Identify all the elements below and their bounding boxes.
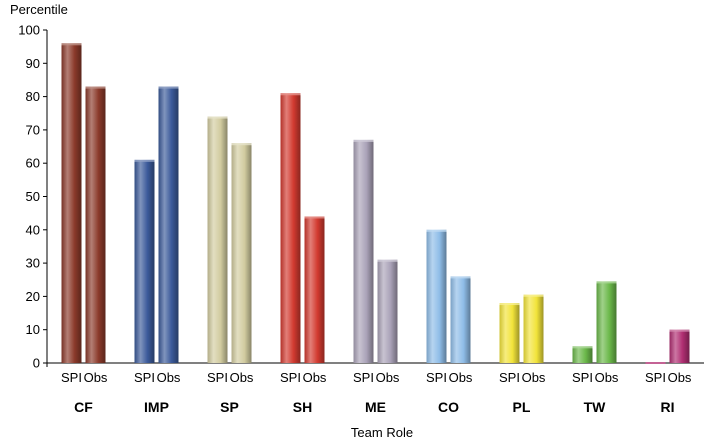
bar-tw-obs-top — [596, 281, 617, 284]
category-label-sh: SH — [293, 399, 312, 415]
bar-co-spi-top — [426, 229, 447, 232]
y-tick-label: 100 — [18, 23, 40, 38]
x-axis-title: Team Role — [351, 425, 413, 440]
bar-ri-obs — [669, 329, 690, 363]
sub-category-label: Obs — [595, 370, 619, 385]
bar-sh-spi — [280, 93, 301, 364]
bar-co-spi — [426, 229, 447, 363]
sub-category-label: Obs — [668, 370, 692, 385]
bar-sp-spi-top — [207, 116, 228, 119]
y-tick-label: 40 — [26, 222, 40, 237]
bar-co-obs-top — [450, 276, 471, 279]
category-label-me: ME — [365, 399, 386, 415]
bar-pl-spi-top — [499, 303, 520, 306]
sub-category-label: Obs — [157, 370, 181, 385]
bar-sp-spi — [207, 116, 228, 363]
category-label-imp: IMP — [144, 399, 169, 415]
y-tick-label: 90 — [26, 56, 40, 71]
category-label-ri: RI — [661, 399, 675, 415]
bars-group — [61, 43, 690, 364]
bar-imp-spi — [134, 159, 155, 363]
bar-sh-obs-top — [304, 216, 325, 219]
bar-pl-spi — [499, 303, 520, 363]
bar-sp-obs-top — [231, 143, 252, 146]
bar-cf-obs-top — [85, 86, 106, 89]
bar-tw-obs — [596, 281, 617, 363]
sub-category-label: SPI — [280, 370, 301, 385]
bar-pl-obs-top — [523, 294, 544, 297]
sub-category-label: SPI — [134, 370, 155, 385]
category-label-cf: CF — [74, 399, 93, 415]
bar-pl-obs — [523, 294, 544, 363]
sub-category-label: SPI — [61, 370, 82, 385]
y-tick-label: 50 — [26, 189, 40, 204]
sub-category-label: SPI — [207, 370, 228, 385]
bar-me-obs — [377, 259, 398, 363]
bar-imp-obs-top — [158, 86, 179, 89]
y-tick-label: 10 — [26, 322, 40, 337]
category-label-tw: TW — [584, 399, 607, 415]
sub-category-label: SPI — [645, 370, 666, 385]
bar-tw-spi-top — [572, 346, 593, 349]
y-tick-label: 60 — [26, 156, 40, 171]
bar-sh-spi-top — [280, 93, 301, 96]
sub-category-label: Obs — [84, 370, 108, 385]
bar-me-spi-top — [353, 139, 374, 142]
y-tick-label: 20 — [26, 289, 40, 304]
category-label-co: CO — [438, 399, 459, 415]
bar-sh-obs — [304, 216, 325, 363]
bar-me-spi — [353, 139, 374, 363]
sub-category-label: SPI — [499, 370, 520, 385]
bar-imp-spi-top — [134, 159, 155, 162]
bar-sp-obs — [231, 143, 252, 363]
sub-category-label: Obs — [449, 370, 473, 385]
sub-category-label: Obs — [376, 370, 400, 385]
sub-category-label: SPI — [426, 370, 447, 385]
bar-tw-spi — [572, 346, 593, 363]
bar-imp-obs — [158, 86, 179, 364]
y-tick-label: 70 — [26, 122, 40, 137]
bar-cf-obs — [85, 86, 106, 364]
bar-me-obs-top — [377, 259, 398, 262]
category-label-pl: PL — [513, 399, 531, 415]
y-tick-label: 80 — [26, 89, 40, 104]
sub-category-label: SPI — [572, 370, 593, 385]
axes: 0 10 20 30 40 50 60 70 80 90 100 — [18, 23, 704, 371]
sub-category-label: Obs — [303, 370, 327, 385]
bar-cf-spi-top — [61, 43, 82, 46]
y-axis-title: Percentile — [10, 2, 68, 17]
sub-category-label: SPI — [353, 370, 374, 385]
bar-co-obs — [450, 276, 471, 363]
bar-ri-obs-top — [669, 329, 690, 332]
y-tick-label: 30 — [26, 256, 40, 271]
bar-cf-spi — [61, 43, 82, 363]
sub-category-label: Obs — [230, 370, 254, 385]
category-label-sp: SP — [220, 399, 239, 415]
sub-category-label: Obs — [522, 370, 546, 385]
y-tick-label: 0 — [33, 356, 40, 371]
